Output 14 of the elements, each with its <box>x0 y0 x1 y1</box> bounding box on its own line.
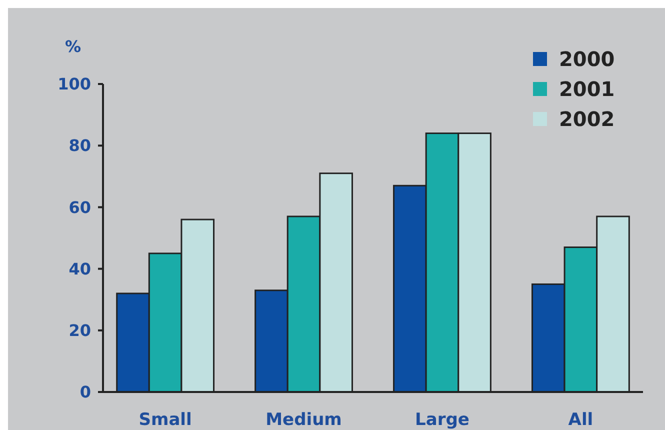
legend-label: 2002 <box>559 107 615 131</box>
y-tick-label: 40 <box>68 259 91 278</box>
y-tick-label: 80 <box>68 136 91 156</box>
y-axis-title: % <box>64 37 82 56</box>
x-tick-label: All <box>568 410 594 430</box>
x-tick-label: Large <box>415 410 470 430</box>
y-tick-label: 100 <box>58 74 91 94</box>
legend-label: 2001 <box>559 77 615 101</box>
y-tick-label: 0 <box>80 382 91 402</box>
x-tick-label: Medium <box>266 410 342 430</box>
x-tick-label: Small <box>138 410 192 430</box>
legend-label: 2000 <box>559 47 615 71</box>
y-tick-label: 20 <box>68 321 91 340</box>
y-tick-label: 60 <box>68 198 91 217</box>
